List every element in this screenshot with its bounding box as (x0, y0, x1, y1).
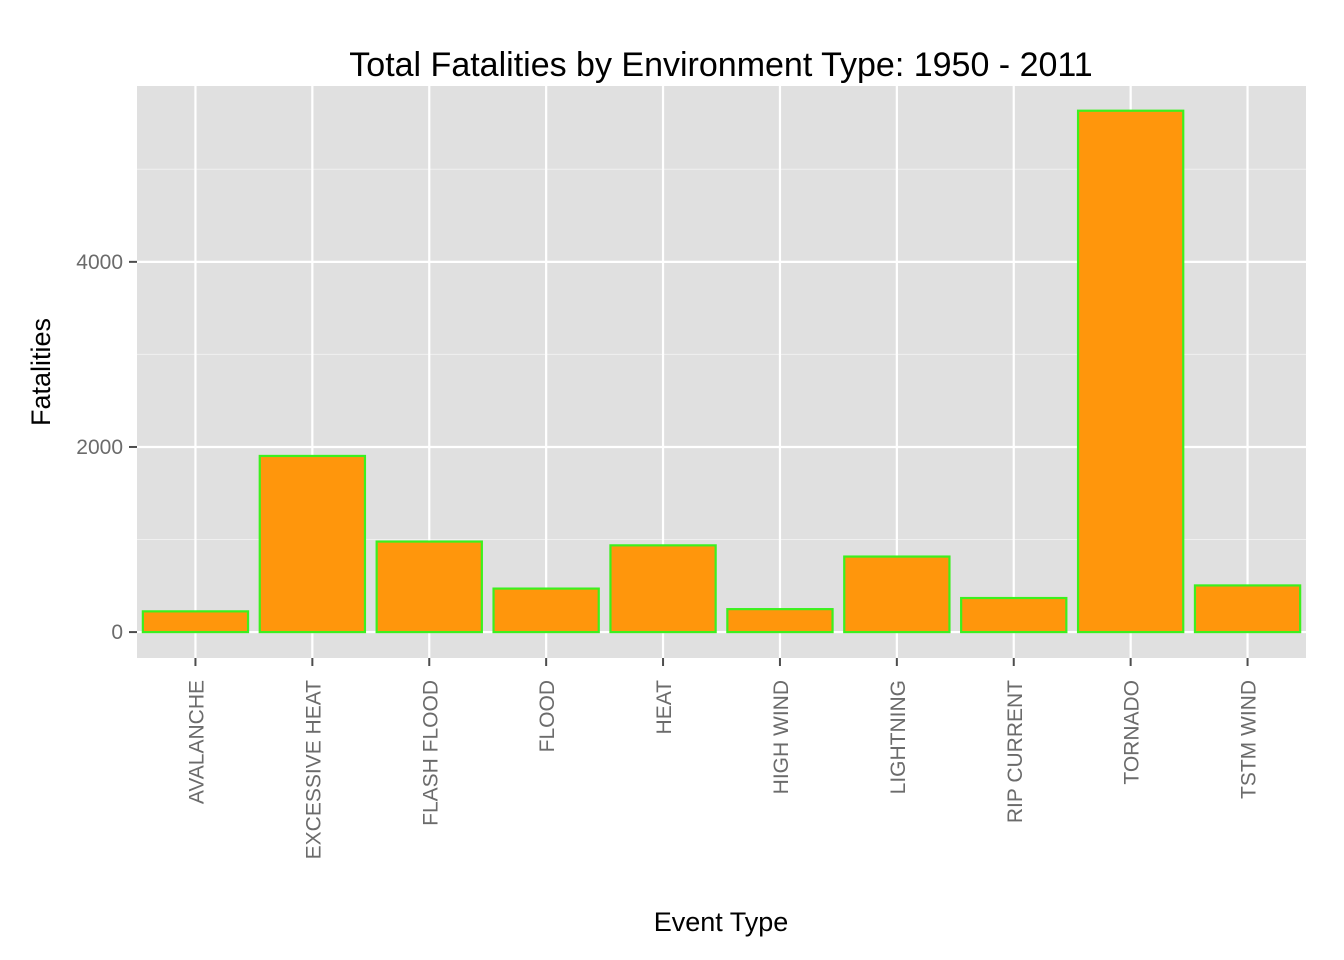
bar (726, 608, 834, 634)
bar (141, 610, 250, 634)
x-tick-label: EXCESSIVE HEAT (302, 680, 325, 860)
x-tick-label: FLOOD (536, 680, 559, 752)
x-tick-label: AVALANCHE (185, 680, 208, 804)
bar (1076, 109, 1185, 634)
axes: 0 2000 4000 AVALANCHE EXCESSIVE HEAT FLASH FL… (76, 251, 1260, 859)
y-tick-label: 4000 (76, 251, 123, 274)
x-tick-label: TSTM WIND (1238, 680, 1261, 799)
bar (1193, 584, 1302, 634)
x-tick-label: RIP CURRENT (1004, 680, 1027, 823)
bars (141, 109, 1302, 634)
bar (492, 587, 600, 634)
y-tick-label: 0 (111, 621, 123, 644)
x-tick-label: TORNADO (1121, 680, 1144, 785)
bar (843, 555, 951, 634)
bar (960, 596, 1068, 634)
x-axis-title: Event Type (654, 907, 789, 937)
x-tick-label: LIGHTNING (887, 680, 910, 794)
x-tick-label: HEAT (653, 680, 676, 735)
bar (609, 544, 717, 634)
bar (258, 454, 367, 634)
y-axis-title: Fatalities (26, 318, 56, 426)
bar (375, 540, 483, 634)
x-tick-label: HIGH WIND (770, 680, 793, 794)
chart-title: Total Fatalities by Environment Type: 19… (349, 46, 1092, 84)
x-tick-label: FLASH FLOOD (419, 680, 442, 826)
y-tick-label: 2000 (76, 436, 123, 459)
